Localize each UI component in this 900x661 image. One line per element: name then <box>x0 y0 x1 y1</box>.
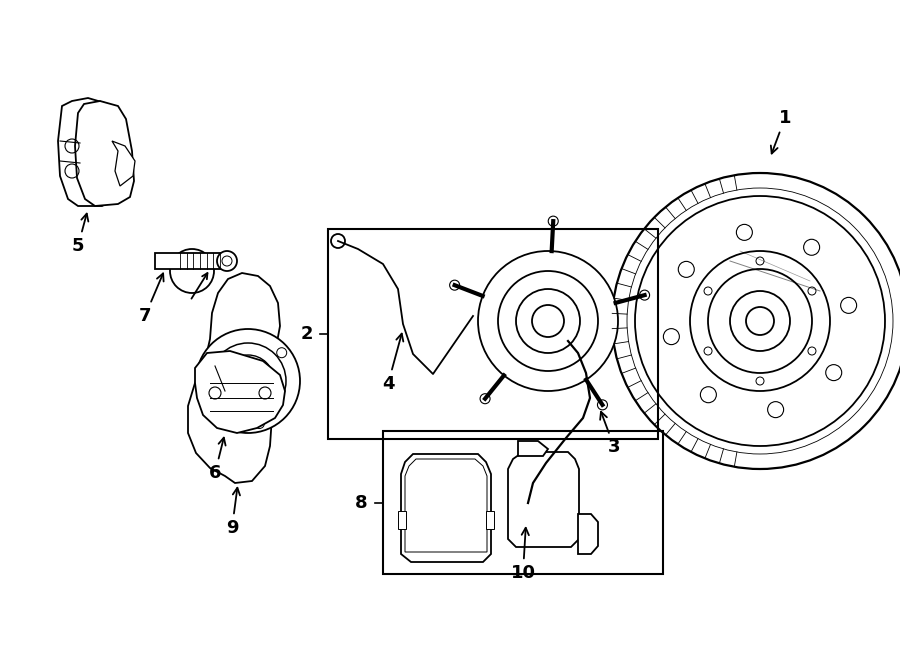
Polygon shape <box>508 452 579 547</box>
Polygon shape <box>112 141 135 186</box>
Bar <box>398 511 406 529</box>
Circle shape <box>210 343 286 419</box>
Circle shape <box>679 261 694 278</box>
Circle shape <box>808 347 816 355</box>
Polygon shape <box>75 101 134 206</box>
Text: 3: 3 <box>600 412 620 456</box>
Circle shape <box>704 347 712 355</box>
Circle shape <box>450 280 460 290</box>
Circle shape <box>708 269 812 373</box>
Text: 4: 4 <box>382 334 403 393</box>
Circle shape <box>202 361 211 371</box>
Text: 2: 2 <box>301 325 313 343</box>
Polygon shape <box>578 514 598 554</box>
Circle shape <box>516 289 580 353</box>
Circle shape <box>170 249 214 293</box>
Text: 10: 10 <box>510 527 536 582</box>
Circle shape <box>690 251 830 391</box>
Circle shape <box>222 256 232 266</box>
Bar <box>155 253 227 269</box>
Circle shape <box>808 287 816 295</box>
Circle shape <box>730 291 790 351</box>
Circle shape <box>276 348 287 358</box>
Circle shape <box>756 257 764 265</box>
Bar <box>486 511 494 529</box>
Circle shape <box>548 216 558 226</box>
Circle shape <box>331 234 345 248</box>
Circle shape <box>700 387 716 403</box>
Text: 9: 9 <box>226 488 240 537</box>
Polygon shape <box>58 98 120 206</box>
Circle shape <box>804 239 820 255</box>
Circle shape <box>209 387 221 399</box>
Circle shape <box>196 329 300 433</box>
Text: 5: 5 <box>72 214 88 255</box>
Circle shape <box>217 251 237 271</box>
Circle shape <box>663 329 680 344</box>
Circle shape <box>746 307 774 335</box>
Circle shape <box>756 377 764 385</box>
Circle shape <box>478 251 618 391</box>
Bar <box>383 431 663 574</box>
Circle shape <box>498 271 598 371</box>
Circle shape <box>768 402 784 418</box>
Circle shape <box>635 196 885 446</box>
Circle shape <box>532 305 564 337</box>
Text: 1: 1 <box>770 109 791 153</box>
Polygon shape <box>520 505 540 521</box>
Polygon shape <box>195 351 285 433</box>
Circle shape <box>841 297 857 313</box>
Circle shape <box>736 224 752 241</box>
Text: 8: 8 <box>356 494 368 512</box>
Text: 7: 7 <box>139 274 164 325</box>
Bar <box>328 229 658 439</box>
Circle shape <box>222 355 274 407</box>
Circle shape <box>704 287 712 295</box>
Circle shape <box>598 400 608 410</box>
Circle shape <box>259 387 271 399</box>
Polygon shape <box>518 441 548 456</box>
Polygon shape <box>188 273 280 483</box>
Circle shape <box>640 290 650 300</box>
Polygon shape <box>401 454 491 562</box>
Circle shape <box>255 418 265 428</box>
Text: 6: 6 <box>209 438 226 482</box>
Circle shape <box>825 365 842 381</box>
Circle shape <box>480 394 491 404</box>
Polygon shape <box>405 459 487 552</box>
